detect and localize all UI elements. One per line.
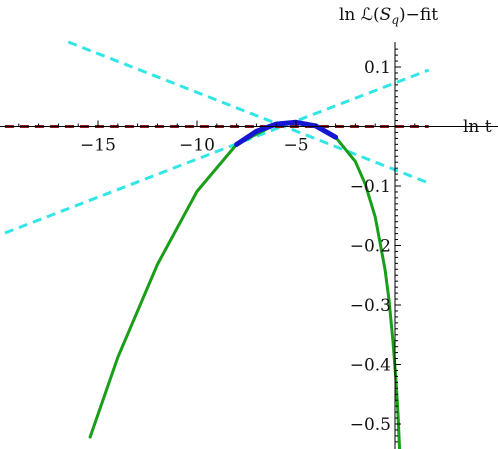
tick-layer: −15 −10 −5 0.1 −0.1 −0.2 −0.3 −0.4 −0.5 <box>80 58 391 435</box>
x-tick-label: −5 <box>283 136 308 156</box>
y-axis-label: ln ℒ(Sq)−fit <box>339 5 438 27</box>
series-green-curve <box>88 120 402 449</box>
series-cyan-dashed-line-0 <box>67 40 430 185</box>
x-axis-label: ln t <box>463 117 492 137</box>
series-cyan-dashed-line-1 <box>4 68 430 235</box>
y-axis-label-var: S <box>380 5 392 25</box>
series-blue-fit-arc <box>234 119 339 147</box>
y-axis-label-pre: ln ℒ( <box>339 5 380 25</box>
y-axis-label-sub: q <box>391 13 399 27</box>
y-tick-label: −0.4 <box>350 356 391 376</box>
minor-ticks <box>18 48 416 443</box>
y-tick-label: −0.3 <box>350 296 391 316</box>
x-tick-label: −10 <box>179 136 215 156</box>
y-tick-label: 0.1 <box>364 58 391 78</box>
y-tick-label: −0.2 <box>350 237 391 257</box>
y-axis-label-post: )−fit <box>399 5 438 25</box>
x-tick-label: −15 <box>80 136 116 156</box>
y-tick-label: −0.5 <box>350 415 391 435</box>
y-tick-label: −0.1 <box>350 177 391 197</box>
